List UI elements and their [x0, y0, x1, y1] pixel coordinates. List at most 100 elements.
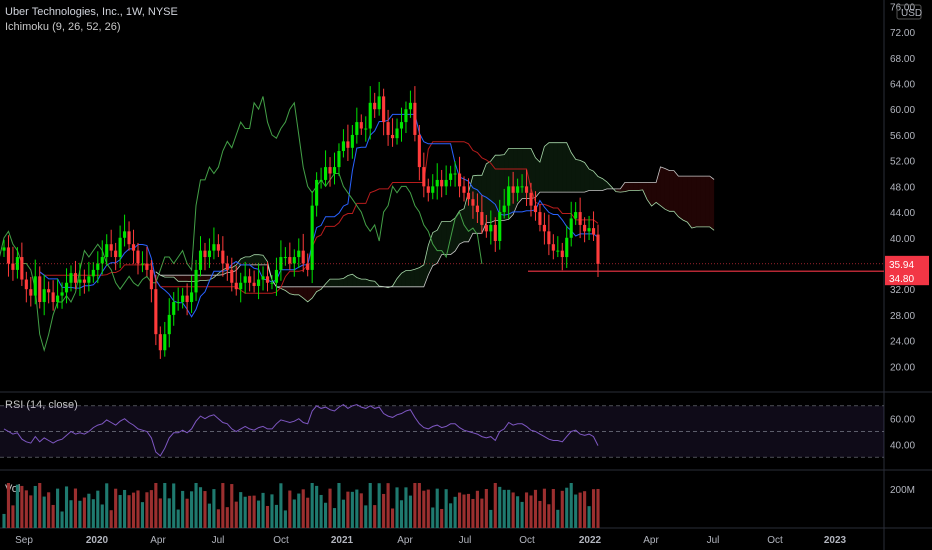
candle-body [377, 96, 381, 110]
candle-body [172, 302, 176, 315]
rsi-tick-label: 60.00 [890, 415, 915, 426]
cloud-segment [490, 155, 496, 223]
volume-bar [51, 504, 55, 528]
volume-bar [270, 494, 274, 528]
candle-body [422, 167, 426, 187]
candles [2, 81, 600, 359]
volume-bar [288, 490, 292, 528]
volume-bar [417, 483, 421, 528]
cloud-segment [571, 152, 576, 193]
cloud-segment [468, 175, 473, 242]
volume-bar [127, 495, 131, 528]
volume-bar [154, 483, 158, 528]
candle-body [176, 302, 180, 304]
candle-body [118, 237, 122, 258]
candle-body [480, 212, 484, 225]
cloud-segment [539, 146, 545, 193]
volume-bar [337, 483, 341, 528]
cloud-segment [410, 269, 415, 287]
candle-body [38, 276, 42, 303]
volume-bar [520, 501, 524, 528]
candle-body [114, 250, 118, 258]
cloud-segment [365, 279, 371, 287]
volume-bar [56, 488, 60, 528]
candle-body [292, 257, 296, 264]
cloud-segment [531, 148, 536, 199]
candle-body [542, 224, 546, 232]
cloud-segment [441, 221, 447, 255]
cloud-segment [522, 148, 527, 199]
cloud-segment [236, 258, 241, 271]
candle-body [596, 234, 600, 264]
volume-bar [190, 491, 194, 528]
cloud-segment [513, 148, 518, 215]
cloud-segment [548, 142, 554, 193]
candle-body [194, 269, 198, 293]
price-tick-label: 64.00 [890, 80, 915, 91]
candle-body [587, 228, 591, 232]
candle-body [69, 273, 73, 283]
volume-bar [319, 494, 323, 528]
volume-bar [158, 498, 162, 528]
candle-body [51, 292, 55, 303]
cloud-segment [178, 275, 183, 282]
candle-body [158, 334, 162, 351]
candle-body [440, 179, 444, 187]
time-tick-label: Apr [397, 535, 413, 546]
price-tick-label: 40.00 [890, 234, 915, 245]
volume-bar [149, 490, 153, 528]
rsi-line [3, 403, 599, 457]
volume-bar [131, 492, 136, 528]
volume-bar [109, 510, 113, 528]
cloud-segment [459, 208, 465, 245]
candle-body [87, 276, 91, 283]
volume-bar [587, 506, 591, 528]
volume-bar [301, 489, 305, 528]
cloud-segment [312, 286, 317, 299]
volume-bar [324, 502, 328, 528]
candle-body [382, 96, 386, 123]
volume-bar [252, 495, 256, 528]
volume-bar [181, 490, 185, 528]
volume-bar [502, 489, 506, 528]
volume-bar [297, 493, 301, 528]
volume-bar [194, 483, 198, 528]
volume-bar [221, 483, 225, 528]
cloud-segment [446, 221, 451, 255]
volume-bar [33, 485, 37, 528]
price-tick-label: 60.00 [890, 105, 915, 116]
candle-body [221, 250, 225, 264]
cloud-segment [705, 176, 710, 227]
volume-bar [20, 485, 24, 528]
volume-bar [444, 489, 448, 528]
cloud-segment [200, 275, 205, 281]
ichimoku-legend[interactable]: Ichimoku (9, 26, 52, 26) [5, 21, 121, 33]
volume-bar [283, 510, 287, 528]
candle-body [234, 282, 238, 290]
candle-body [332, 167, 337, 174]
candle-body [556, 250, 560, 252]
volume-bar [136, 490, 140, 528]
rsi-legend[interactable]: RSI (14, close) [5, 399, 78, 411]
volume-bar [493, 483, 497, 528]
volume-bar [29, 495, 33, 528]
candle-body [319, 179, 323, 181]
cloud-segment [566, 142, 572, 193]
cloud-segment [316, 286, 322, 292]
volume-bar [163, 483, 167, 528]
candle-body [203, 250, 207, 258]
cloud-segment [405, 270, 411, 287]
cloud-segment [553, 142, 558, 193]
candle-body [328, 167, 332, 174]
cloud-segment [182, 275, 188, 282]
candle-body [569, 218, 573, 238]
candle-body [386, 122, 390, 135]
volume-bar [185, 498, 189, 528]
volume-bar [547, 504, 551, 528]
volume-tick-label: 200M [890, 485, 915, 496]
volume-bar [239, 492, 243, 528]
volume-bar [69, 500, 73, 528]
time-tick-label: Jul [707, 535, 720, 546]
level-price-label: 34.80 [889, 274, 914, 285]
